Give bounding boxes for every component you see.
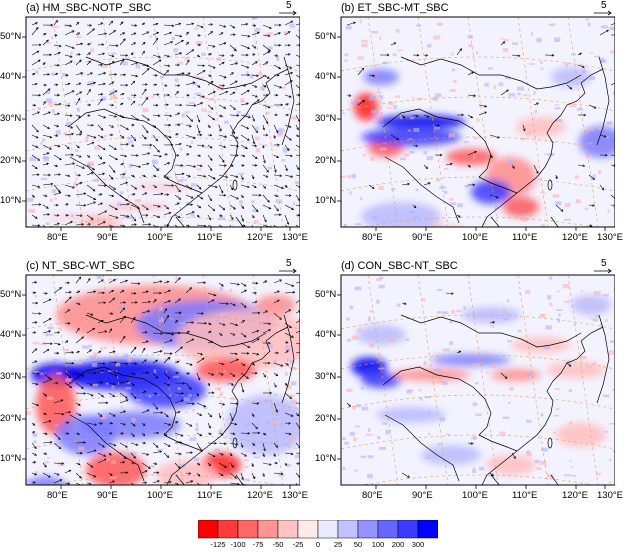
colorbar-tick-label: 100 xyxy=(371,540,385,549)
map-panel-c xyxy=(22,268,300,489)
lat-label: 20°N xyxy=(315,155,337,166)
colorbar-tick-label: 50 xyxy=(353,540,363,549)
colorbar-tick-label: -25 xyxy=(292,540,304,549)
panel-title: (d) CON_SBC-NT_SBC xyxy=(341,260,458,272)
lon-label: 110°E xyxy=(197,232,223,243)
colorbar-swatch xyxy=(397,519,419,539)
lat-label: 30°N xyxy=(315,371,337,382)
panel-a: (a) HM_SBC-NOTP_SBC 5 50°N 40°N 30°N 20°N 10… xyxy=(0,0,308,270)
lat-label: 50°N xyxy=(315,289,337,300)
colorbar-swatch xyxy=(297,519,319,539)
lat-label: 50°N xyxy=(0,31,22,42)
lon-label: 80°E xyxy=(362,490,383,501)
lon-label: 130°E xyxy=(597,490,623,501)
lon-label: 90°E xyxy=(97,232,118,243)
reference-vector-label: 5 xyxy=(601,258,607,269)
colorbar-swatch xyxy=(357,519,379,539)
reference-vector-label: 5 xyxy=(286,258,292,269)
lon-label: 90°E xyxy=(97,490,118,501)
colorbar-swatch xyxy=(257,519,279,539)
lon-label: 130°E xyxy=(282,232,308,243)
lat-label: 30°N xyxy=(315,113,337,124)
colorbar-swatch xyxy=(237,519,259,539)
colorbar-tick-label: -50 xyxy=(272,540,284,549)
lat-label: 10°N xyxy=(0,453,22,464)
lat-label: 40°N xyxy=(315,329,337,340)
lon-label: 130°E xyxy=(597,232,623,243)
lon-label: 120°E xyxy=(247,232,273,243)
lat-label: 10°N xyxy=(315,453,337,464)
colorbar-tick-label: 300 xyxy=(411,540,425,549)
lon-label: 80°E xyxy=(362,232,383,243)
colorbar-swatch xyxy=(277,519,299,539)
lon-label: 130°E xyxy=(282,490,308,501)
colorbar-swatch xyxy=(197,519,219,539)
colorbar-swatch xyxy=(417,519,439,539)
lat-label: 10°N xyxy=(0,195,22,206)
panel-b: (b) ET_SBC-MT_SBC 5 50°N 40°N 30°N 20°N 10°N… xyxy=(315,0,623,270)
lat-label: 50°N xyxy=(315,31,337,42)
lon-label: 80°E xyxy=(47,232,68,243)
lon-label: 100°E xyxy=(147,232,173,243)
lat-label: 40°N xyxy=(315,71,337,82)
lon-label: 120°E xyxy=(247,490,273,501)
colorbar-swatch xyxy=(317,519,339,539)
colorbar-tick-label: 0 xyxy=(315,540,321,549)
lat-label: 30°N xyxy=(0,371,22,382)
lat-label: 10°N xyxy=(315,195,337,206)
colorbar-tick-label: 200 xyxy=(391,540,405,549)
lon-label: 80°E xyxy=(47,490,68,501)
lon-label: 110°E xyxy=(512,490,538,501)
panel-title: (a) HM_SBC-NOTP_SBC xyxy=(26,2,152,14)
panel-title: (c) NT_SBC-WT_SBC xyxy=(26,260,135,272)
lon-label: 120°E xyxy=(562,232,588,243)
colorbar-swatch xyxy=(337,519,359,539)
lon-label: 100°E xyxy=(462,490,488,501)
map-panel-a xyxy=(22,10,300,231)
map-panel-d xyxy=(337,268,615,489)
map-panel-b xyxy=(337,10,615,231)
colorbar-swatch xyxy=(377,519,399,539)
lat-label: 20°N xyxy=(0,155,22,166)
colorbar-tick-label: -125 xyxy=(210,540,226,549)
colorbar: -125 -100 -75 -50 -25 0 25 50 100 200 300 xyxy=(197,519,439,550)
lon-label: 100°E xyxy=(462,232,488,243)
lat-label: 20°N xyxy=(315,413,337,424)
lon-label: 120°E xyxy=(562,490,588,501)
lon-label: 90°E xyxy=(412,490,433,501)
lat-label: 40°N xyxy=(0,329,22,340)
colorbar-tick-label: -75 xyxy=(252,540,264,549)
lon-label: 100°E xyxy=(147,490,173,501)
lon-label: 110°E xyxy=(197,490,223,501)
lat-label: 50°N xyxy=(0,289,22,300)
panel-title: (b) ET_SBC-MT_SBC xyxy=(341,2,449,14)
reference-vector-label: 5 xyxy=(601,0,607,11)
panel-c: (c) NT_SBC-WT_SBC 5 50°N 40°N 30°N 20°N 10°N… xyxy=(0,258,308,528)
panel-d: (d) CON_SBC-NT_SBC 5 50°N 40°N 30°N 20°N 10°… xyxy=(315,258,623,528)
reference-vector-label: 5 xyxy=(286,0,292,11)
colorbar-swatches xyxy=(197,519,439,539)
lat-label: 20°N xyxy=(0,413,22,424)
colorbar-tick-label: 25 xyxy=(333,540,343,549)
lon-label: 90°E xyxy=(412,232,433,243)
colorbar-swatch xyxy=(217,519,239,539)
lat-label: 30°N xyxy=(0,113,22,124)
lat-label: 40°N xyxy=(0,71,22,82)
lon-label: 110°E xyxy=(512,232,538,243)
colorbar-tick-label: -100 xyxy=(230,540,246,549)
